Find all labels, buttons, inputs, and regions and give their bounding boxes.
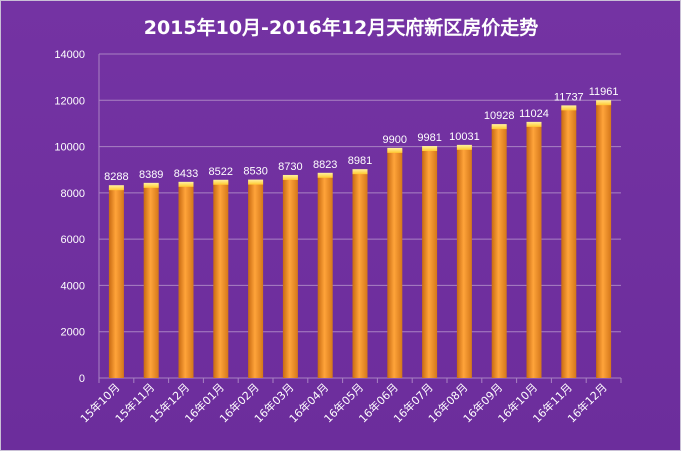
bar-cap xyxy=(108,185,124,191)
data-label: 8981 xyxy=(348,155,372,167)
bar xyxy=(456,145,472,378)
bar xyxy=(561,106,577,378)
bar-cap xyxy=(213,179,229,185)
bar xyxy=(491,125,507,379)
y-tick-label: 8000 xyxy=(61,188,85,200)
bar xyxy=(213,180,229,378)
data-label: 8288 xyxy=(104,171,128,183)
bar-cap xyxy=(526,121,542,127)
x-axis: 15年10月15年11月15年12月16年01月16年02月16年03月16年0… xyxy=(77,378,622,425)
bar xyxy=(352,170,368,378)
bar-cap xyxy=(317,172,333,178)
bar-cap xyxy=(456,144,472,150)
bar-cap xyxy=(178,181,194,187)
bar xyxy=(282,175,298,378)
bar xyxy=(422,147,438,378)
data-label: 8530 xyxy=(243,166,267,178)
bar-cap xyxy=(143,182,159,188)
data-label: 10031 xyxy=(449,131,480,143)
bar-cap xyxy=(282,174,298,180)
bar xyxy=(596,101,612,378)
bar xyxy=(108,186,124,378)
data-label: 10928 xyxy=(484,110,515,122)
bar xyxy=(178,182,194,378)
bar xyxy=(143,183,159,378)
bars: 8288 8389 8433 8522 8530 8730 8823 8981 9900 9981… xyxy=(104,86,619,379)
data-label: 8730 xyxy=(278,161,302,173)
y-tick-label: 0 xyxy=(79,373,85,385)
bar-cap xyxy=(422,146,438,152)
bar-cap xyxy=(352,169,368,175)
y-tick-label: 12000 xyxy=(54,95,85,107)
data-label: 8433 xyxy=(174,168,198,180)
bar-cap xyxy=(596,100,612,106)
data-label: 8823 xyxy=(313,159,337,171)
bar-cap xyxy=(248,179,264,185)
bar xyxy=(387,148,403,378)
data-label: 8389 xyxy=(139,169,163,181)
data-label: 11961 xyxy=(589,86,619,98)
bar-cap xyxy=(387,147,403,153)
data-label: 11024 xyxy=(519,108,549,120)
y-tick-label: 4000 xyxy=(61,280,85,292)
y-tick-label: 14000 xyxy=(54,49,85,61)
bar xyxy=(526,122,542,379)
chart-title: 2015年10月-2016年12月天府新区房价走势 xyxy=(144,16,539,39)
bar xyxy=(317,173,333,378)
y-tick-label: 10000 xyxy=(54,142,85,154)
bar-cap xyxy=(561,105,577,111)
y-axis: 0 2000 4000 6000 8000 10000 12000 14000 xyxy=(54,49,100,385)
y-tick-label: 2000 xyxy=(61,327,85,339)
bar xyxy=(248,180,264,378)
data-label: 9981 xyxy=(417,132,441,144)
y-tick-label: 6000 xyxy=(61,234,85,246)
bar-cap xyxy=(491,124,507,130)
data-label: 8522 xyxy=(209,166,233,178)
data-label: 9900 xyxy=(383,134,407,146)
data-label: 11737 xyxy=(554,91,584,103)
